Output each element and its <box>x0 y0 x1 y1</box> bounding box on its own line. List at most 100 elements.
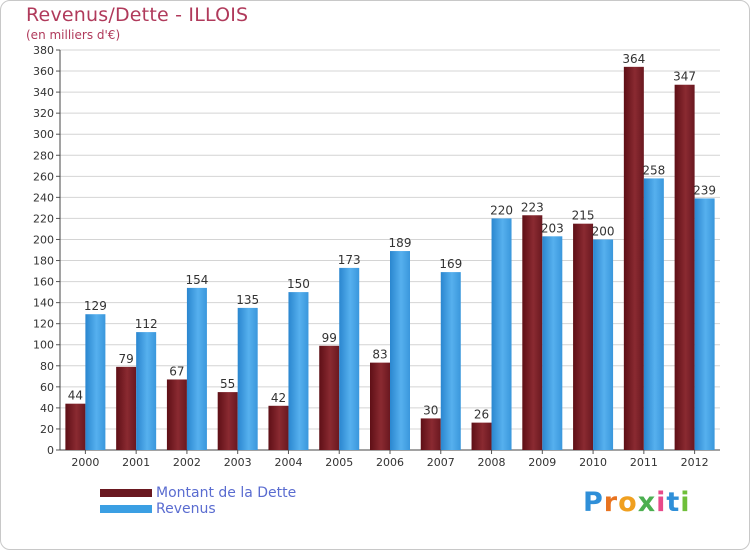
brand-letter: i <box>656 487 667 518</box>
data-label: 67 <box>169 364 184 378</box>
brand-letter: r <box>603 487 619 518</box>
data-label: 83 <box>372 348 387 362</box>
y-tick-label: 40 <box>40 402 54 415</box>
legend-label-debt: Montant de la Dette <box>156 485 297 501</box>
data-label: 347 <box>673 70 696 84</box>
bar-dette <box>370 362 390 450</box>
data-label: 30 <box>423 403 438 417</box>
brand-letter: P <box>583 487 604 518</box>
legend-swatch-debt <box>100 489 152 497</box>
y-tick-label: 240 <box>33 191 54 204</box>
data-label: 129 <box>84 299 107 313</box>
legend-label-revenus: Revenus <box>156 501 216 517</box>
data-label: 99 <box>322 331 337 345</box>
bar-revenus <box>440 272 461 450</box>
bar-revenus <box>186 287 207 450</box>
bar-revenus <box>85 314 106 450</box>
data-label: 112 <box>135 317 158 331</box>
brand-letter: t <box>666 487 681 518</box>
bar-dette <box>116 366 137 450</box>
x-tick-label: 2005 <box>325 456 353 469</box>
legend-swatch-revenus <box>100 505 152 513</box>
y-tick-label: 180 <box>33 255 54 268</box>
bar-dette <box>217 392 238 450</box>
y-tick-label: 20 <box>40 423 54 436</box>
x-tick-label: 2011 <box>630 456 658 469</box>
data-label: 215 <box>572 209 595 223</box>
data-label: 169 <box>439 257 462 271</box>
x-tick-label: 2001 <box>122 456 150 469</box>
bar-revenus <box>339 267 360 450</box>
y-tick-label: 160 <box>33 276 54 289</box>
data-label: 364 <box>622 52 645 66</box>
bar-dette <box>623 66 644 450</box>
brand-letter: i <box>680 487 691 518</box>
data-label: 203 <box>541 221 564 235</box>
data-label: 150 <box>287 277 310 291</box>
x-tick-label: 2008 <box>478 456 506 469</box>
x-tick-label: 2003 <box>224 456 252 469</box>
data-label: 189 <box>389 236 412 250</box>
data-label: 44 <box>68 389 83 403</box>
x-tick-label: 2000 <box>71 456 99 469</box>
y-tick-label: 100 <box>33 339 54 352</box>
brand-letter: o <box>618 487 638 518</box>
y-tick-label: 0 <box>47 444 54 457</box>
y-tick-label: 80 <box>40 360 54 373</box>
bar-dette <box>319 345 340 450</box>
data-label: 258 <box>642 163 665 177</box>
y-tick-label: 200 <box>33 233 54 246</box>
data-label: 173 <box>338 253 361 267</box>
bar-revenus <box>542 236 563 450</box>
y-tick-label: 60 <box>40 381 54 394</box>
bar-revenus <box>390 251 410 450</box>
bar-dette <box>471 422 492 450</box>
data-label: 55 <box>220 377 235 391</box>
y-tick-label: 320 <box>33 107 54 120</box>
bar-revenus <box>643 178 664 450</box>
proxiti-logo: Proxiti <box>583 487 691 518</box>
data-label: 223 <box>521 200 544 214</box>
y-tick-label: 360 <box>33 65 54 78</box>
data-label: 220 <box>490 203 513 217</box>
bar-revenus <box>237 307 258 450</box>
data-label: 154 <box>185 273 208 287</box>
x-tick-label: 2004 <box>274 456 302 469</box>
data-label: 135 <box>236 293 259 307</box>
bar-revenus <box>136 332 157 450</box>
y-tick-label: 280 <box>33 149 54 162</box>
y-tick-label: 140 <box>33 297 54 310</box>
data-label: 200 <box>592 224 615 238</box>
chart-subtitle: (en milliers d'€) <box>26 28 121 42</box>
bar-dette <box>268 405 289 450</box>
x-tick-label: 2010 <box>579 456 607 469</box>
x-tick-label: 2007 <box>427 456 455 469</box>
x-tick-label: 2012 <box>681 456 709 469</box>
y-tick-label: 220 <box>33 212 54 225</box>
brand-letter: x <box>637 487 657 518</box>
x-tick-label: 2006 <box>376 456 404 469</box>
x-tick-label: 2009 <box>528 456 556 469</box>
bar-dette <box>65 403 86 450</box>
bar-revenus <box>694 198 715 450</box>
y-tick-label: 260 <box>33 170 54 183</box>
data-label: 42 <box>271 391 286 405</box>
bar-dette <box>420 418 441 450</box>
bar-dette <box>573 223 594 450</box>
bar-dette <box>674 84 695 450</box>
bar-revenus <box>593 239 614 450</box>
bar-revenus <box>491 218 512 450</box>
bar-dette <box>166 379 187 450</box>
chart-title: Revenus/Dette - ILLOIS <box>26 4 249 26</box>
y-tick-label: 300 <box>33 128 54 141</box>
y-tick-label: 340 <box>33 86 54 99</box>
data-label: 239 <box>693 183 716 197</box>
data-label: 26 <box>474 408 489 422</box>
bar-dette <box>522 215 543 450</box>
bar-revenus <box>288 292 309 450</box>
y-tick-label: 120 <box>33 318 54 331</box>
x-tick-label: 2002 <box>173 456 201 469</box>
y-tick-label: 380 <box>33 44 54 57</box>
data-label: 79 <box>119 352 134 366</box>
